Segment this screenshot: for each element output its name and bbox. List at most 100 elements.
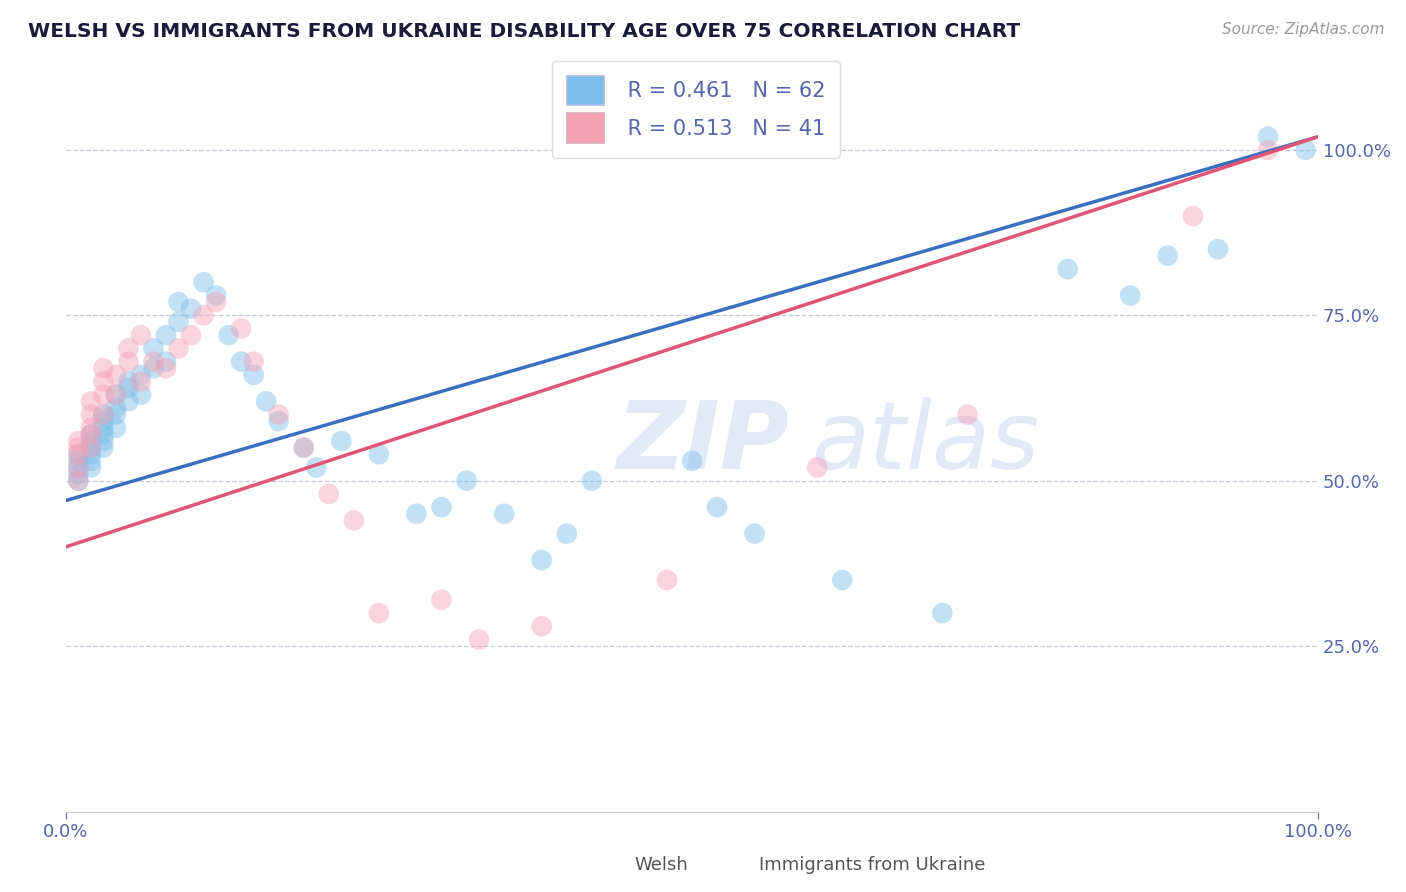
Text: Immigrants from Ukraine: Immigrants from Ukraine — [758, 856, 986, 874]
Welsh — [67, 460, 90, 475]
Welsh — [242, 368, 264, 382]
Welsh — [104, 408, 127, 422]
Welsh — [305, 460, 328, 475]
Welsh — [555, 526, 578, 541]
Immigrants from Ukraine — [468, 632, 491, 647]
Welsh — [218, 328, 240, 343]
Welsh — [93, 414, 115, 428]
Welsh — [430, 500, 453, 515]
Immigrants from Ukraine — [430, 592, 453, 607]
Immigrants from Ukraine — [104, 387, 127, 401]
Immigrants from Ukraine — [806, 460, 828, 475]
Immigrants from Ukraine — [80, 427, 103, 442]
Immigrants from Ukraine — [117, 342, 139, 356]
Welsh — [205, 288, 228, 302]
Immigrants from Ukraine — [142, 354, 165, 368]
Welsh — [267, 414, 290, 428]
Welsh — [117, 381, 139, 395]
Welsh — [193, 275, 215, 289]
Immigrants from Ukraine — [205, 295, 228, 310]
Welsh — [80, 460, 103, 475]
Immigrants from Ukraine — [242, 354, 264, 368]
Welsh — [180, 301, 202, 316]
Welsh — [93, 427, 115, 442]
Welsh — [67, 467, 90, 482]
Welsh — [931, 606, 953, 620]
Welsh — [104, 421, 127, 435]
Immigrants from Ukraine — [267, 408, 290, 422]
Welsh — [167, 295, 190, 310]
Welsh — [530, 553, 553, 567]
Immigrants from Ukraine — [1257, 143, 1279, 157]
Welsh — [117, 394, 139, 409]
Immigrants from Ukraine — [180, 328, 202, 343]
Welsh — [167, 315, 190, 329]
Welsh — [681, 454, 703, 468]
Immigrants from Ukraine — [117, 354, 139, 368]
Welsh — [1295, 143, 1317, 157]
Immigrants from Ukraine — [155, 361, 177, 376]
Welsh — [456, 474, 478, 488]
Welsh — [142, 342, 165, 356]
Welsh — [155, 328, 177, 343]
Welsh — [129, 387, 152, 401]
Text: Source: ZipAtlas.com: Source: ZipAtlas.com — [1222, 22, 1385, 37]
Legend:  R = 0.461   N = 62,  R = 0.513   N = 41: R = 0.461 N = 62, R = 0.513 N = 41 — [553, 61, 839, 158]
Welsh — [104, 387, 127, 401]
Immigrants from Ukraine — [655, 573, 678, 587]
Immigrants from Ukraine — [193, 308, 215, 322]
Welsh — [93, 421, 115, 435]
Welsh — [80, 454, 103, 468]
Immigrants from Ukraine — [93, 408, 115, 422]
Welsh — [80, 447, 103, 461]
Immigrants from Ukraine — [129, 328, 152, 343]
Welsh — [581, 474, 603, 488]
Welsh — [231, 354, 253, 368]
Immigrants from Ukraine — [80, 394, 103, 409]
Welsh — [1257, 129, 1279, 144]
Welsh — [367, 447, 389, 461]
Immigrants from Ukraine — [129, 375, 152, 389]
Immigrants from Ukraine — [67, 460, 90, 475]
Welsh — [80, 427, 103, 442]
Text: atlas: atlas — [811, 397, 1039, 488]
Welsh — [706, 500, 728, 515]
Immigrants from Ukraine — [93, 361, 115, 376]
Text: Welsh: Welsh — [634, 856, 688, 874]
Welsh — [80, 441, 103, 455]
Welsh — [67, 454, 90, 468]
Immigrants from Ukraine — [80, 441, 103, 455]
Immigrants from Ukraine — [67, 434, 90, 448]
Welsh — [67, 447, 90, 461]
Welsh — [494, 507, 516, 521]
Immigrants from Ukraine — [343, 513, 366, 527]
Welsh — [1206, 242, 1229, 256]
Immigrants from Ukraine — [530, 619, 553, 633]
Immigrants from Ukraine — [93, 375, 115, 389]
Welsh — [142, 361, 165, 376]
Immigrants from Ukraine — [292, 441, 315, 455]
Welsh — [1157, 249, 1180, 263]
Text: ZIP: ZIP — [617, 397, 790, 489]
Welsh — [80, 434, 103, 448]
Welsh — [1119, 288, 1142, 302]
Welsh — [93, 408, 115, 422]
Welsh — [93, 434, 115, 448]
Welsh — [67, 474, 90, 488]
Immigrants from Ukraine — [67, 447, 90, 461]
Immigrants from Ukraine — [67, 441, 90, 455]
Welsh — [117, 375, 139, 389]
Immigrants from Ukraine — [1181, 209, 1204, 223]
Welsh — [330, 434, 353, 448]
Welsh — [292, 441, 315, 455]
Text: WELSH VS IMMIGRANTS FROM UKRAINE DISABILITY AGE OVER 75 CORRELATION CHART: WELSH VS IMMIGRANTS FROM UKRAINE DISABIL… — [28, 22, 1021, 41]
Welsh — [129, 368, 152, 382]
Immigrants from Ukraine — [318, 487, 340, 501]
Immigrants from Ukraine — [367, 606, 389, 620]
Welsh — [93, 441, 115, 455]
Welsh — [831, 573, 853, 587]
Welsh — [155, 354, 177, 368]
Immigrants from Ukraine — [104, 368, 127, 382]
Welsh — [744, 526, 766, 541]
Immigrants from Ukraine — [67, 474, 90, 488]
